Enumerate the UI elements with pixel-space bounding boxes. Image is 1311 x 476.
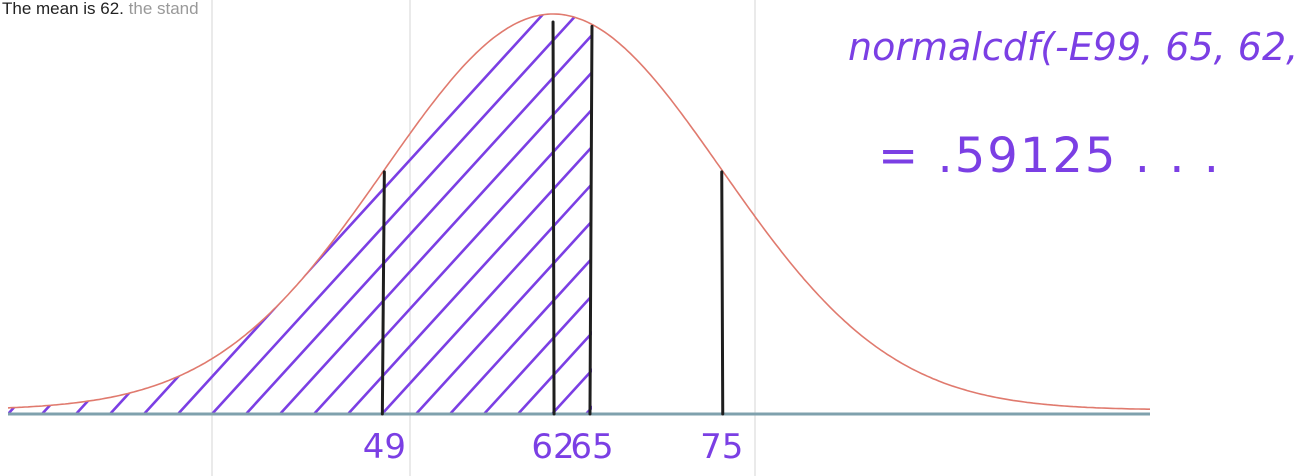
marker-line-49: [382, 172, 384, 414]
hatch-stroke: [0, 0, 122, 414]
hatch-stroke: [0, 0, 394, 414]
hatch-stroke: [0, 0, 156, 414]
hatch-stroke: [0, 0, 258, 414]
hatch-stroke: [348, 0, 768, 414]
hatch-stroke: [314, 0, 734, 414]
hatch-stroke: [416, 0, 836, 414]
hatch-stroke: [0, 0, 190, 414]
hatch-stroke: [484, 0, 904, 414]
hatch-stroke: [280, 0, 700, 414]
hatch-stroke: [0, 0, 292, 414]
marker-line-65: [590, 26, 592, 414]
value-label-65: 65: [570, 427, 613, 467]
normalcdf-expression: normalcdf(-E99, 65, 62, 13): [848, 25, 1311, 69]
hatch-stroke: [0, 0, 54, 414]
probability-result: = .59125 . . .: [878, 128, 1221, 184]
hatch-stroke: [0, 0, 326, 414]
normal-curve: [8, 14, 1150, 409]
value-label-62: 62: [531, 427, 574, 467]
hatch-stroke: [0, 0, 88, 414]
marker-line-75: [722, 172, 723, 414]
hatch-stroke: [246, 0, 666, 414]
grid-lines: [212, 0, 755, 476]
marker-line-62: [553, 22, 554, 414]
value-markers: [382, 22, 722, 414]
hatch-stroke: [8, 0, 428, 414]
value-label-75: 75: [700, 427, 743, 467]
hatch-stroke: [76, 0, 496, 414]
hatch-stroke: [450, 0, 870, 414]
hatch-stroke: [0, 0, 20, 414]
hatch-stroke: [42, 0, 462, 414]
hatch-stroke: [0, 0, 360, 414]
value-label-49: 49: [363, 427, 406, 467]
hatch-stroke: [0, 0, 224, 414]
